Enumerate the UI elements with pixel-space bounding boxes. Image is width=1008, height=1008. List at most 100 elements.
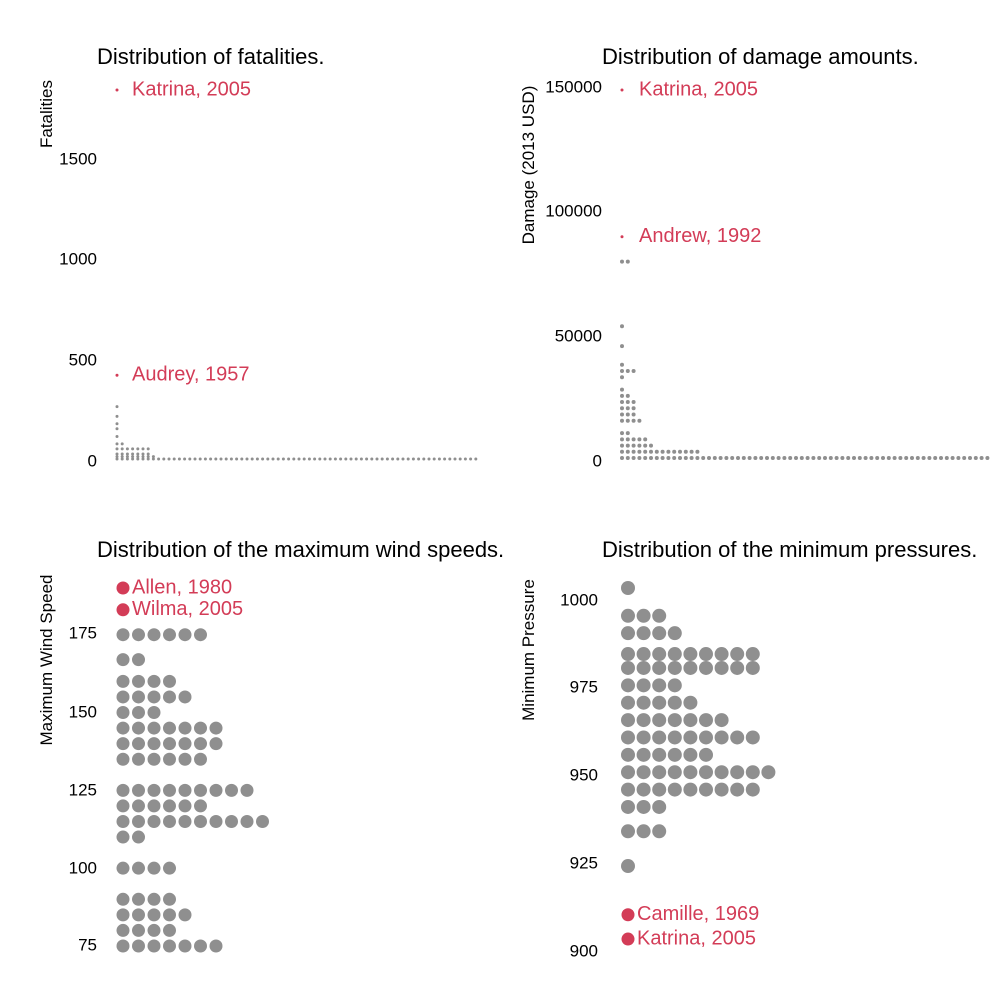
data-point	[427, 457, 431, 461]
data-point	[625, 456, 630, 460]
data-point	[120, 447, 124, 451]
data-point	[620, 456, 624, 460]
data-point	[730, 647, 745, 662]
data-point	[115, 455, 119, 459]
data-point	[163, 752, 176, 766]
chart-title: Distribution of the minimum pressures.	[602, 537, 977, 562]
data-point	[672, 456, 677, 460]
data-point	[699, 765, 713, 780]
data-point	[318, 457, 322, 461]
data-point	[474, 457, 478, 461]
data-point	[157, 457, 161, 461]
data-point	[863, 456, 868, 460]
y-tick-label: 900	[570, 941, 598, 960]
data-point	[910, 456, 914, 460]
data-point	[209, 737, 223, 751]
data-point	[741, 456, 746, 460]
data-point	[776, 456, 781, 460]
data-point	[636, 647, 651, 662]
data-point	[209, 814, 223, 828]
data-point	[147, 628, 161, 642]
data-point	[453, 457, 457, 461]
data-point	[689, 456, 694, 460]
data-point	[406, 457, 410, 461]
data-point	[950, 456, 955, 460]
y-tick-label: 1500	[59, 149, 97, 168]
data-point	[652, 713, 667, 728]
data-point	[132, 814, 145, 828]
data-point	[631, 368, 636, 373]
data-point	[805, 456, 810, 460]
data-point	[654, 449, 659, 454]
data-point	[194, 721, 207, 735]
data-point	[194, 737, 207, 751]
data-point	[649, 443, 653, 448]
data-point	[699, 747, 713, 762]
y-tick-label: 100	[69, 858, 97, 877]
data-point	[132, 783, 145, 797]
data-point	[178, 721, 192, 735]
data-point	[625, 393, 630, 398]
data-point	[799, 456, 804, 460]
data-point	[660, 456, 665, 460]
data-point	[163, 628, 176, 642]
data-point	[209, 457, 213, 461]
data-point	[840, 456, 845, 460]
data-point	[422, 457, 426, 461]
data-point	[147, 674, 161, 688]
data-point	[652, 660, 667, 675]
y-axis-label: Damage (2013 USD)	[519, 86, 538, 245]
data-point	[401, 457, 405, 461]
data-point	[636, 799, 651, 814]
data-point	[652, 647, 667, 662]
data-point	[116, 690, 130, 704]
data-point	[131, 457, 135, 461]
data-point	[132, 674, 145, 688]
data-point	[256, 814, 269, 828]
data-point	[132, 752, 145, 766]
data-point	[116, 737, 130, 751]
data-point	[115, 457, 119, 461]
data-point	[625, 437, 630, 442]
data-point	[621, 678, 635, 693]
y-tick-label: 975	[570, 677, 598, 696]
data-point	[683, 765, 698, 780]
data-point	[625, 368, 630, 373]
data-point	[736, 456, 740, 460]
data-point	[933, 456, 938, 460]
data-point	[287, 457, 291, 461]
data-point	[620, 400, 624, 405]
data-point	[115, 452, 119, 456]
data-point	[714, 730, 729, 745]
data-point	[621, 608, 635, 623]
data-point	[146, 452, 150, 456]
highlight-label: Andrew, 1992	[639, 225, 761, 247]
chart-title: Distribution of damage amounts.	[602, 44, 919, 69]
data-point	[225, 814, 238, 828]
data-point	[714, 660, 729, 675]
highlight-label: Katrina, 2005	[132, 78, 251, 100]
data-point	[458, 457, 462, 461]
data-point	[297, 457, 301, 461]
data-point	[636, 678, 651, 693]
data-point	[163, 690, 176, 704]
data-point	[178, 939, 192, 953]
data-point	[151, 457, 155, 461]
data-point	[132, 690, 145, 704]
data-point	[147, 799, 161, 813]
data-point	[116, 939, 130, 953]
data-point	[620, 368, 624, 373]
data-point	[147, 706, 161, 720]
data-point	[261, 457, 265, 461]
y-tick-label: 175	[69, 623, 97, 642]
data-point	[730, 782, 745, 797]
data-point	[163, 799, 176, 813]
highlight-label: Wilma, 2005	[132, 598, 243, 620]
data-point	[927, 456, 932, 460]
data-point	[116, 653, 130, 667]
y-tick-label: 125	[69, 780, 97, 799]
data-point	[163, 814, 176, 828]
y-axis-label: Maximum Wind Speed	[37, 574, 56, 745]
data-point	[625, 443, 630, 448]
data-point	[985, 456, 990, 460]
